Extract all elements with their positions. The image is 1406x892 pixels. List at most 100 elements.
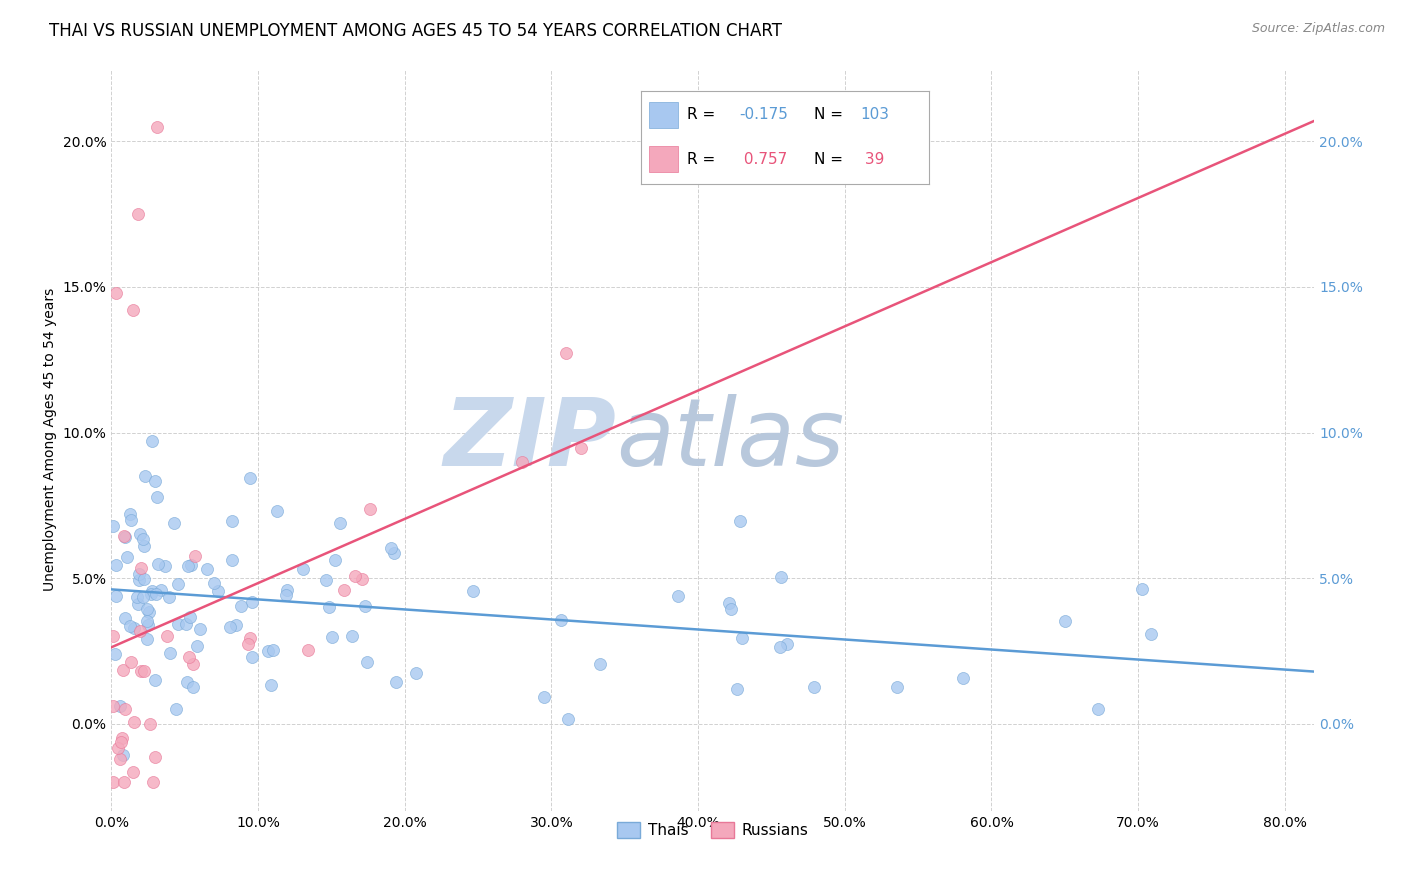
Point [380, 541, 402, 555]
Point [112, 775, 135, 789]
Point [769, 570, 792, 584]
Point [569, 441, 592, 455]
Point [120, 619, 142, 633]
Point [128, 567, 150, 582]
Y-axis label: Unemployment Among Ages 45 to 54 years: Unemployment Among Ages 45 to 54 years [44, 288, 58, 591]
Point [108, 699, 131, 714]
Point [104, 590, 127, 604]
Point [125, 590, 148, 604]
Point [332, 582, 354, 597]
Point [533, 690, 555, 705]
Point [186, 639, 208, 653]
Point [104, 647, 127, 661]
Point [103, 699, 125, 714]
Point [803, 680, 825, 694]
Point [107, 740, 129, 755]
Point [135, 615, 157, 629]
Point [112, 663, 135, 677]
Point [139, 717, 162, 731]
Point [242, 595, 264, 609]
Point [118, 507, 141, 521]
Point [181, 680, 204, 694]
Point [114, 701, 136, 715]
Point [141, 434, 163, 448]
Text: Source: ZipAtlas.com: Source: ZipAtlas.com [1251, 22, 1385, 36]
Point [150, 583, 173, 598]
Legend: Thais, Russians: Thais, Russians [610, 816, 814, 845]
Point [128, 573, 150, 587]
Point [145, 587, 167, 601]
Point [143, 673, 166, 687]
Point [555, 346, 578, 360]
Point [385, 675, 408, 690]
Point [101, 775, 124, 789]
Point [188, 623, 211, 637]
Point [176, 675, 198, 690]
Point [731, 632, 754, 646]
Point [360, 501, 382, 516]
Point [165, 702, 187, 716]
Point [101, 629, 124, 643]
Point [725, 681, 748, 696]
Point [112, 748, 135, 763]
Point [128, 526, 150, 541]
Text: ZIP: ZIP [444, 394, 617, 486]
Point [239, 632, 262, 646]
Point [260, 678, 283, 692]
Point [146, 558, 169, 572]
Point [666, 589, 689, 603]
Point [769, 640, 792, 655]
Point [229, 599, 252, 613]
Point [329, 516, 352, 530]
Point [156, 629, 179, 643]
Point [315, 574, 337, 588]
Point [141, 584, 163, 599]
Point [108, 752, 131, 766]
Text: atlas: atlas [617, 394, 845, 485]
Point [183, 549, 205, 564]
Point [145, 120, 167, 134]
Point [588, 657, 610, 671]
Point [179, 610, 201, 624]
Point [136, 602, 159, 616]
Point [276, 588, 298, 602]
Point [155, 558, 177, 573]
Point [138, 618, 160, 632]
Point [167, 577, 190, 591]
Point [131, 561, 153, 575]
Point [132, 539, 155, 553]
Point [143, 750, 166, 764]
Point [180, 558, 202, 573]
Point [112, 529, 135, 543]
Point [266, 504, 288, 518]
Point [292, 562, 315, 576]
Point [318, 599, 340, 614]
Point [240, 649, 263, 664]
Point [134, 469, 156, 483]
Point [463, 584, 485, 599]
Point [127, 597, 149, 611]
Point [105, 558, 128, 573]
Point [177, 559, 200, 574]
Point [225, 618, 247, 632]
Point [776, 637, 799, 651]
Point [1130, 582, 1153, 596]
Point [122, 621, 145, 635]
Point [111, 731, 134, 746]
Point [276, 583, 298, 598]
Point [221, 514, 243, 528]
Point [236, 636, 259, 650]
Point [146, 490, 169, 504]
Point [132, 532, 155, 546]
Point [342, 630, 364, 644]
Point [121, 303, 143, 318]
Point [321, 630, 343, 644]
Point [167, 617, 190, 632]
Point [344, 569, 367, 583]
Point [132, 572, 155, 586]
Point [120, 655, 142, 669]
Point [101, 519, 124, 533]
Point [354, 599, 377, 614]
Point [157, 590, 180, 604]
Point [114, 530, 136, 544]
